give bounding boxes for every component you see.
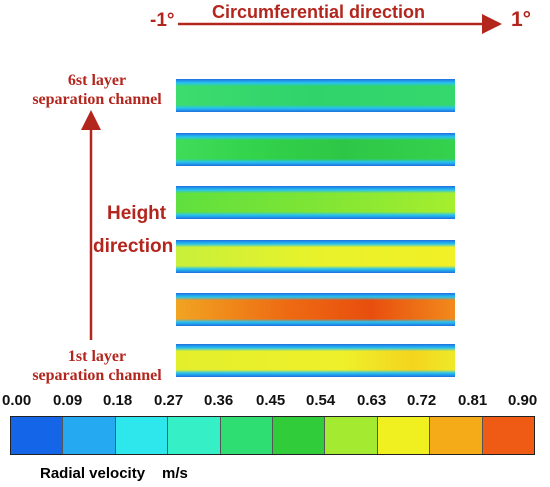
contour-band-layer-5	[176, 133, 455, 166]
contour-band-layer-2	[176, 293, 455, 326]
colorbar-tick-label: 0.63	[357, 392, 387, 409]
colorbar-segment	[168, 417, 221, 454]
colorbar-tick-label: 0.72	[407, 392, 437, 409]
colorbar-segment	[430, 417, 483, 454]
height-direction-label-line1: Height	[107, 203, 167, 224]
colorbar-tick-label: 0.54	[306, 392, 336, 409]
colorbar-segment	[273, 417, 326, 454]
colorbar-segment	[11, 417, 64, 454]
bottom-layer-line1: 1st layer	[67, 348, 127, 365]
colorbar-segment	[482, 417, 535, 454]
contour-band-layer-1	[176, 344, 455, 377]
height-direction-label-line2: direction	[93, 236, 174, 257]
contour-band-layer-3	[176, 240, 455, 273]
top-layer-label: 6st layer separation channel	[16, 71, 178, 109]
colorbar-tick-label: 0.90	[508, 392, 538, 409]
circumferential-direction-label: Circumferential direction	[212, 2, 426, 22]
colorbar-segment	[325, 417, 378, 454]
angle-end-label: 1°	[511, 8, 532, 31]
colorbar-segment	[377, 417, 431, 454]
colorbar-tick-label: 0.45	[256, 392, 286, 409]
colorbar-tick-label: 0.18	[103, 392, 133, 409]
contour-band-layer-4	[176, 186, 455, 219]
colorbar-tick-label: 0.09	[53, 392, 83, 409]
colorbar	[10, 416, 535, 455]
top-layer-line1: 6st layer	[67, 72, 127, 89]
colorbar-title: Radial velocity	[40, 465, 146, 482]
colorbar-tick-label: 0.27	[154, 392, 184, 409]
colorbar-unit: m/s	[162, 465, 188, 482]
colorbar-tick-label: 0.00	[2, 392, 32, 409]
bottom-layer-label: 1st layer separation channel	[16, 347, 178, 385]
angle-start-label: -1°	[150, 10, 175, 31]
colorbar-segment	[220, 417, 274, 454]
colorbar-tick-label: 0.81	[458, 392, 488, 409]
colorbar-segment	[115, 417, 169, 454]
colorbar-segment	[63, 417, 116, 454]
colorbar-tick-label: 0.36	[204, 392, 234, 409]
top-layer-line2: separation channel	[32, 91, 162, 108]
bottom-layer-line2: separation channel	[32, 367, 162, 384]
contour-band-layer-6	[176, 79, 455, 112]
